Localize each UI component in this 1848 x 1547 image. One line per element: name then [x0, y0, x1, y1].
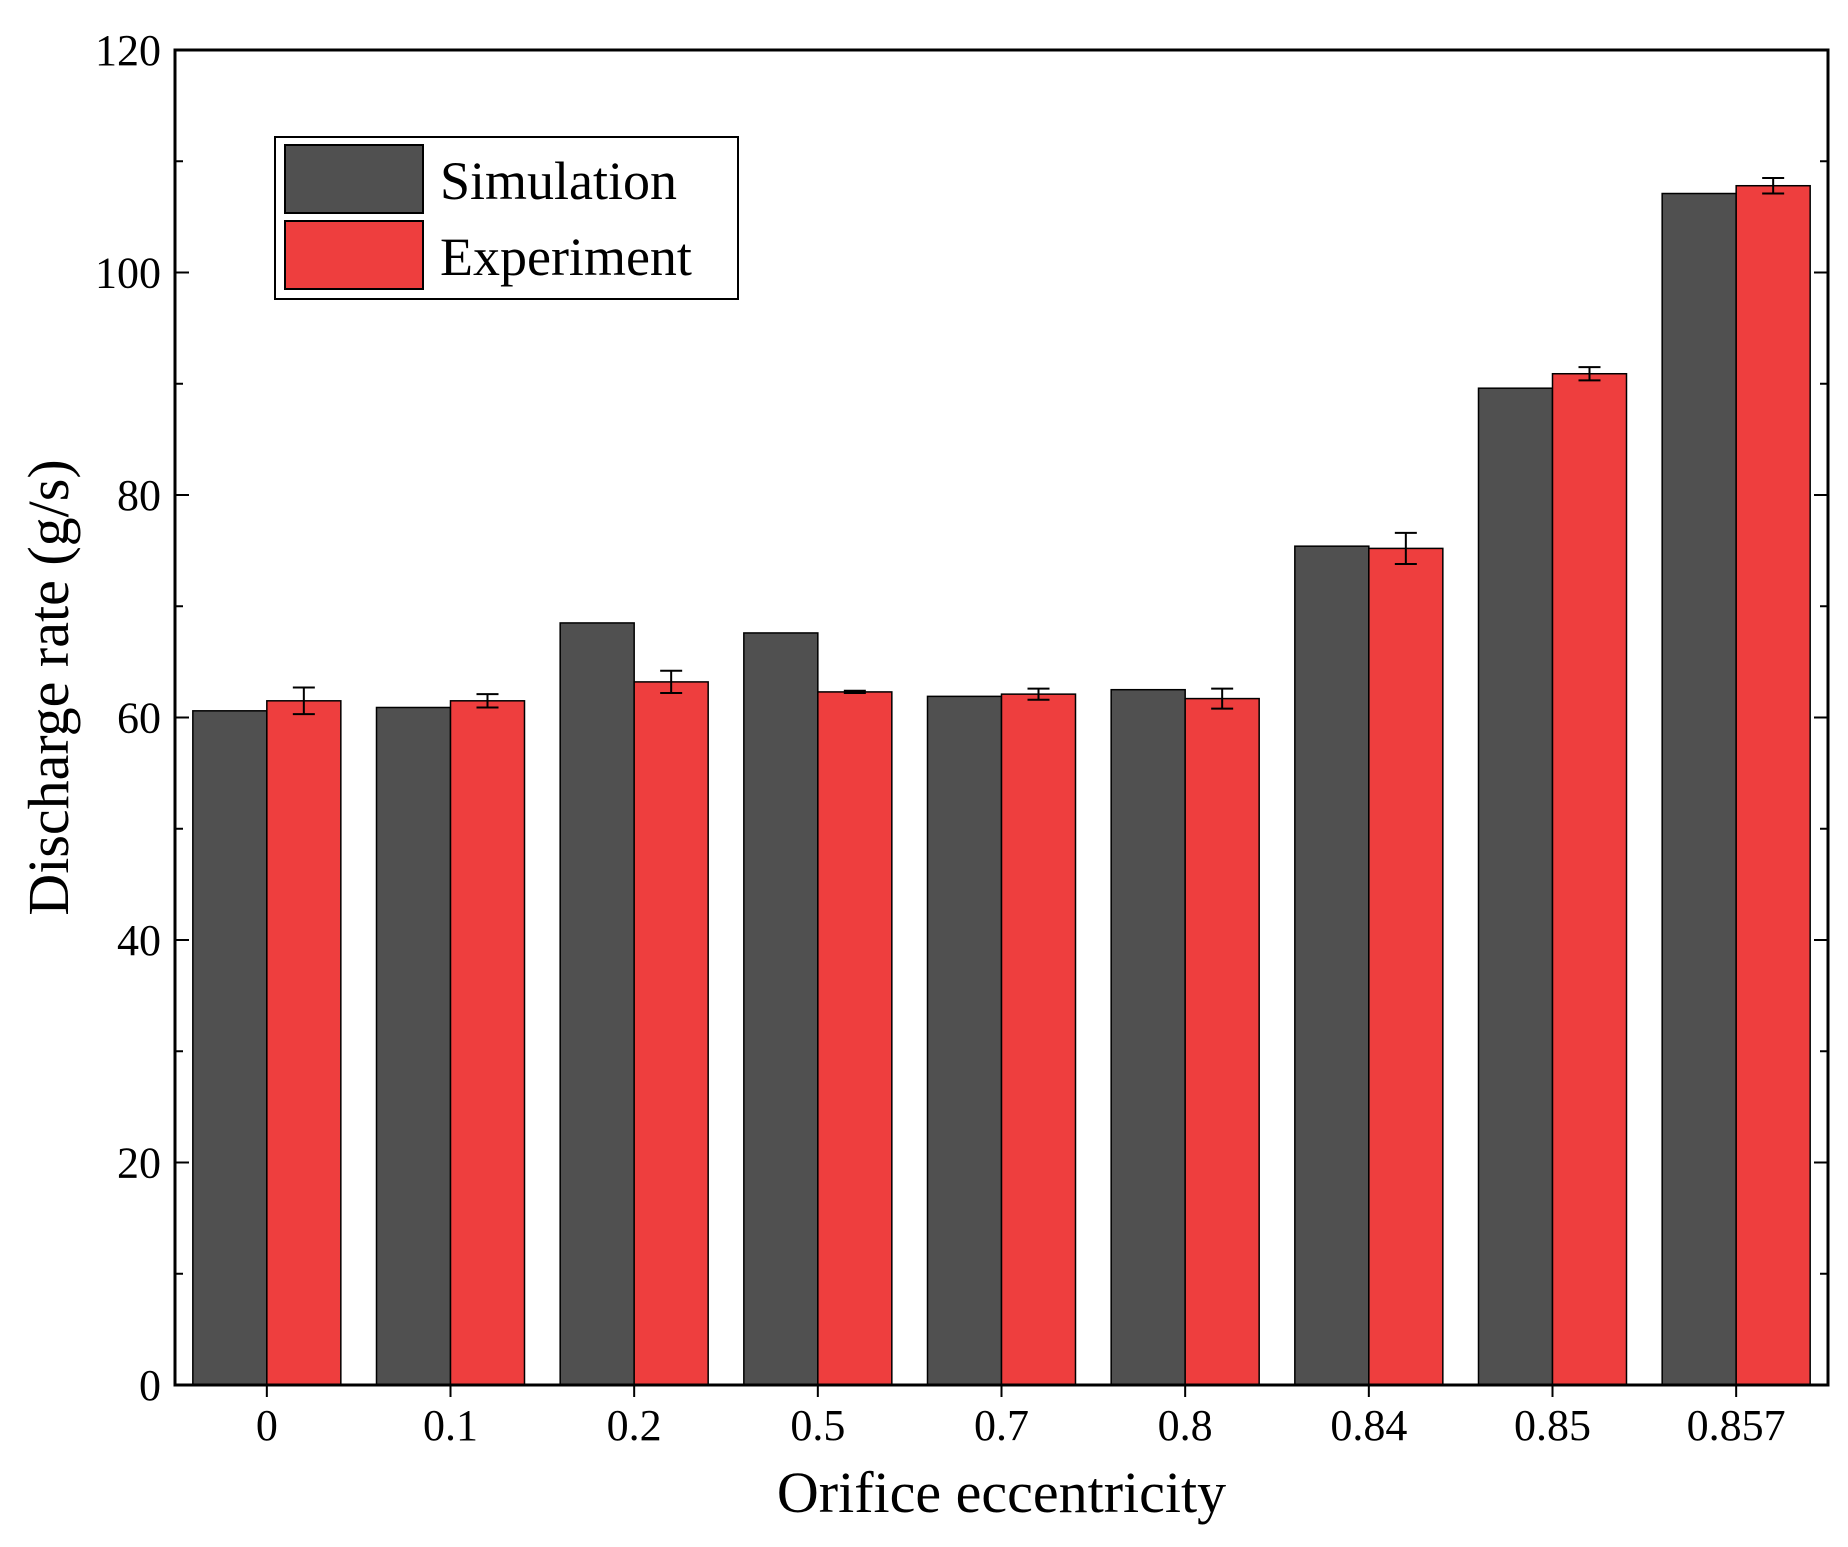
error-bar-experiment-0.1: [476, 693, 499, 709]
bar-experiment-0.1: [449, 700, 526, 1386]
x-tick-label: 0.857: [1687, 1401, 1786, 1450]
bar-experiment-0.84: [1368, 547, 1444, 1386]
bar-experiment-0.5: [817, 691, 893, 1386]
axes-layer: [173, 48, 1830, 1397]
bar-simulation-0.7: [926, 695, 1003, 1386]
x-tick-label: 0.1: [423, 1401, 478, 1450]
bar-simulation-0.84: [1294, 545, 1370, 1386]
legend-label-experiment: Experiment: [440, 227, 692, 287]
bar-experiment-0.857: [1735, 184, 1811, 1386]
error-bar-experiment-0.84: [1394, 531, 1417, 565]
bar-simulation-0: [192, 710, 268, 1386]
y-axis-title: Discharge rate (g/s): [16, 459, 81, 915]
error-bar-experiment-0.7: [1027, 687, 1050, 701]
error-bar-experiment-0.5: [843, 689, 866, 695]
y-tick-label: 120: [95, 26, 161, 75]
y-tick-label: 20: [117, 1139, 161, 1188]
bar-simulation-0.5: [743, 632, 819, 1386]
x-tick-label: 0.7: [974, 1401, 1029, 1450]
bars-layer: [192, 184, 1811, 1386]
y-tick-label: 40: [117, 916, 161, 965]
bar-experiment-0.85: [1551, 372, 1628, 1386]
y-tick-label: 0: [139, 1361, 161, 1410]
x-tick-label: 0.8: [1158, 1401, 1213, 1450]
bar-experiment-0.7: [1000, 693, 1077, 1386]
x-tick-label: 0.5: [790, 1401, 845, 1450]
y-tick-label: 60: [117, 694, 161, 743]
bar-simulation-0.1: [375, 706, 452, 1386]
bar-experiment-0.2: [633, 681, 709, 1386]
x-tick-label: 0.84: [1330, 1401, 1407, 1450]
x-axis-title: Orifice eccentricity: [777, 1460, 1226, 1525]
bar-simulation-0.2: [559, 622, 635, 1386]
y-tick-label: 80: [117, 471, 161, 520]
bar-experiment-0.8: [1184, 697, 1260, 1386]
x-tick-label: 0.2: [607, 1401, 662, 1450]
error-bar-experiment-0.85: [1578, 366, 1601, 382]
labels-layer: Orifice eccentricity Discharge rate (g/s…: [16, 26, 1786, 1525]
legend-swatch-simulation: [284, 144, 424, 214]
error-bar-experiment-0.857: [1762, 176, 1785, 195]
bar-simulation-0.85: [1477, 387, 1554, 1386]
bar-experiment-0: [266, 700, 342, 1386]
legend-swatch-experiment: [284, 220, 424, 290]
error-bars-layer: [292, 176, 1785, 716]
error-bar-experiment-0.8: [1211, 687, 1234, 710]
legend: Simulation Experiment: [274, 136, 739, 300]
legend-label-simulation: Simulation: [440, 151, 677, 211]
x-tick-label: 0.85: [1514, 1401, 1591, 1450]
bar-simulation-0.857: [1661, 192, 1737, 1386]
y-tick-label: 100: [95, 249, 161, 298]
error-bar-experiment-0.2: [660, 669, 683, 695]
error-bar-experiment-0: [292, 686, 315, 716]
x-tick-label: 0: [256, 1401, 278, 1450]
bar-simulation-0.8: [1110, 688, 1186, 1386]
